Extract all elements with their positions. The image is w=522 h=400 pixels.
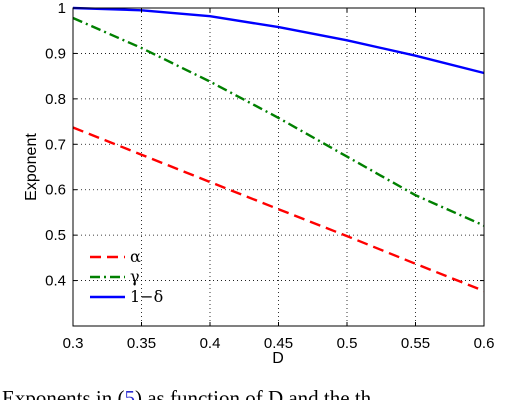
axis-ticks [72, 7, 485, 326]
y-tick-label: 1 [58, 0, 66, 17]
caption-equation-link[interactable]: 5 [124, 386, 135, 400]
y-axis-label: Exponent [23, 133, 40, 201]
y-tick-label: 0.7 [45, 136, 66, 153]
y-tick-label: 0.8 [45, 91, 66, 108]
caption-text-after: ) as function of D and the th [134, 386, 372, 400]
legend-label-2: 1−δ [130, 287, 163, 306]
plot-background [73, 8, 484, 326]
x-tick-label: 0.45 [264, 335, 293, 352]
x-tick-label: 0.5 [337, 335, 358, 352]
legend-label-1: γ [130, 267, 140, 286]
legend: αγ1−δ [90, 247, 163, 306]
legend-label-0: α [130, 247, 141, 266]
x-axis-label: D [272, 350, 284, 367]
x-tick-label: 0.35 [127, 335, 156, 352]
grid-lines [73, 8, 484, 326]
y-tick-label: 0.6 [45, 182, 66, 199]
y-tick-label: 0.9 [45, 45, 66, 62]
exponent-line-chart: 0.3 0.35 0.4 0.45 0.5 0.55 0.6 0.4 0.5 0.6 0.7 0.8… [23, 0, 495, 367]
x-tick-labels: 0.3 0.35 0.4 0.45 0.5 0.55 0.6 [63, 335, 495, 352]
series-line-1 [72, 16, 485, 227]
x-tick-label: 0.6 [474, 335, 495, 352]
x-tick-label: 0.55 [401, 335, 430, 352]
x-tick-label: 0.4 [200, 335, 221, 352]
caption-text-before: Exponents in ( [2, 386, 125, 400]
x-tick-label: 0.3 [63, 335, 84, 352]
figure-caption: Exponents in (5) as function of D and th… [2, 383, 522, 400]
y-tick-labels: 0.4 0.5 0.6 0.7 0.8 0.9 1 [45, 0, 66, 290]
y-tick-label: 0.4 [45, 273, 66, 290]
series-line-0 [72, 126, 485, 293]
y-tick-label: 0.5 [45, 227, 66, 244]
